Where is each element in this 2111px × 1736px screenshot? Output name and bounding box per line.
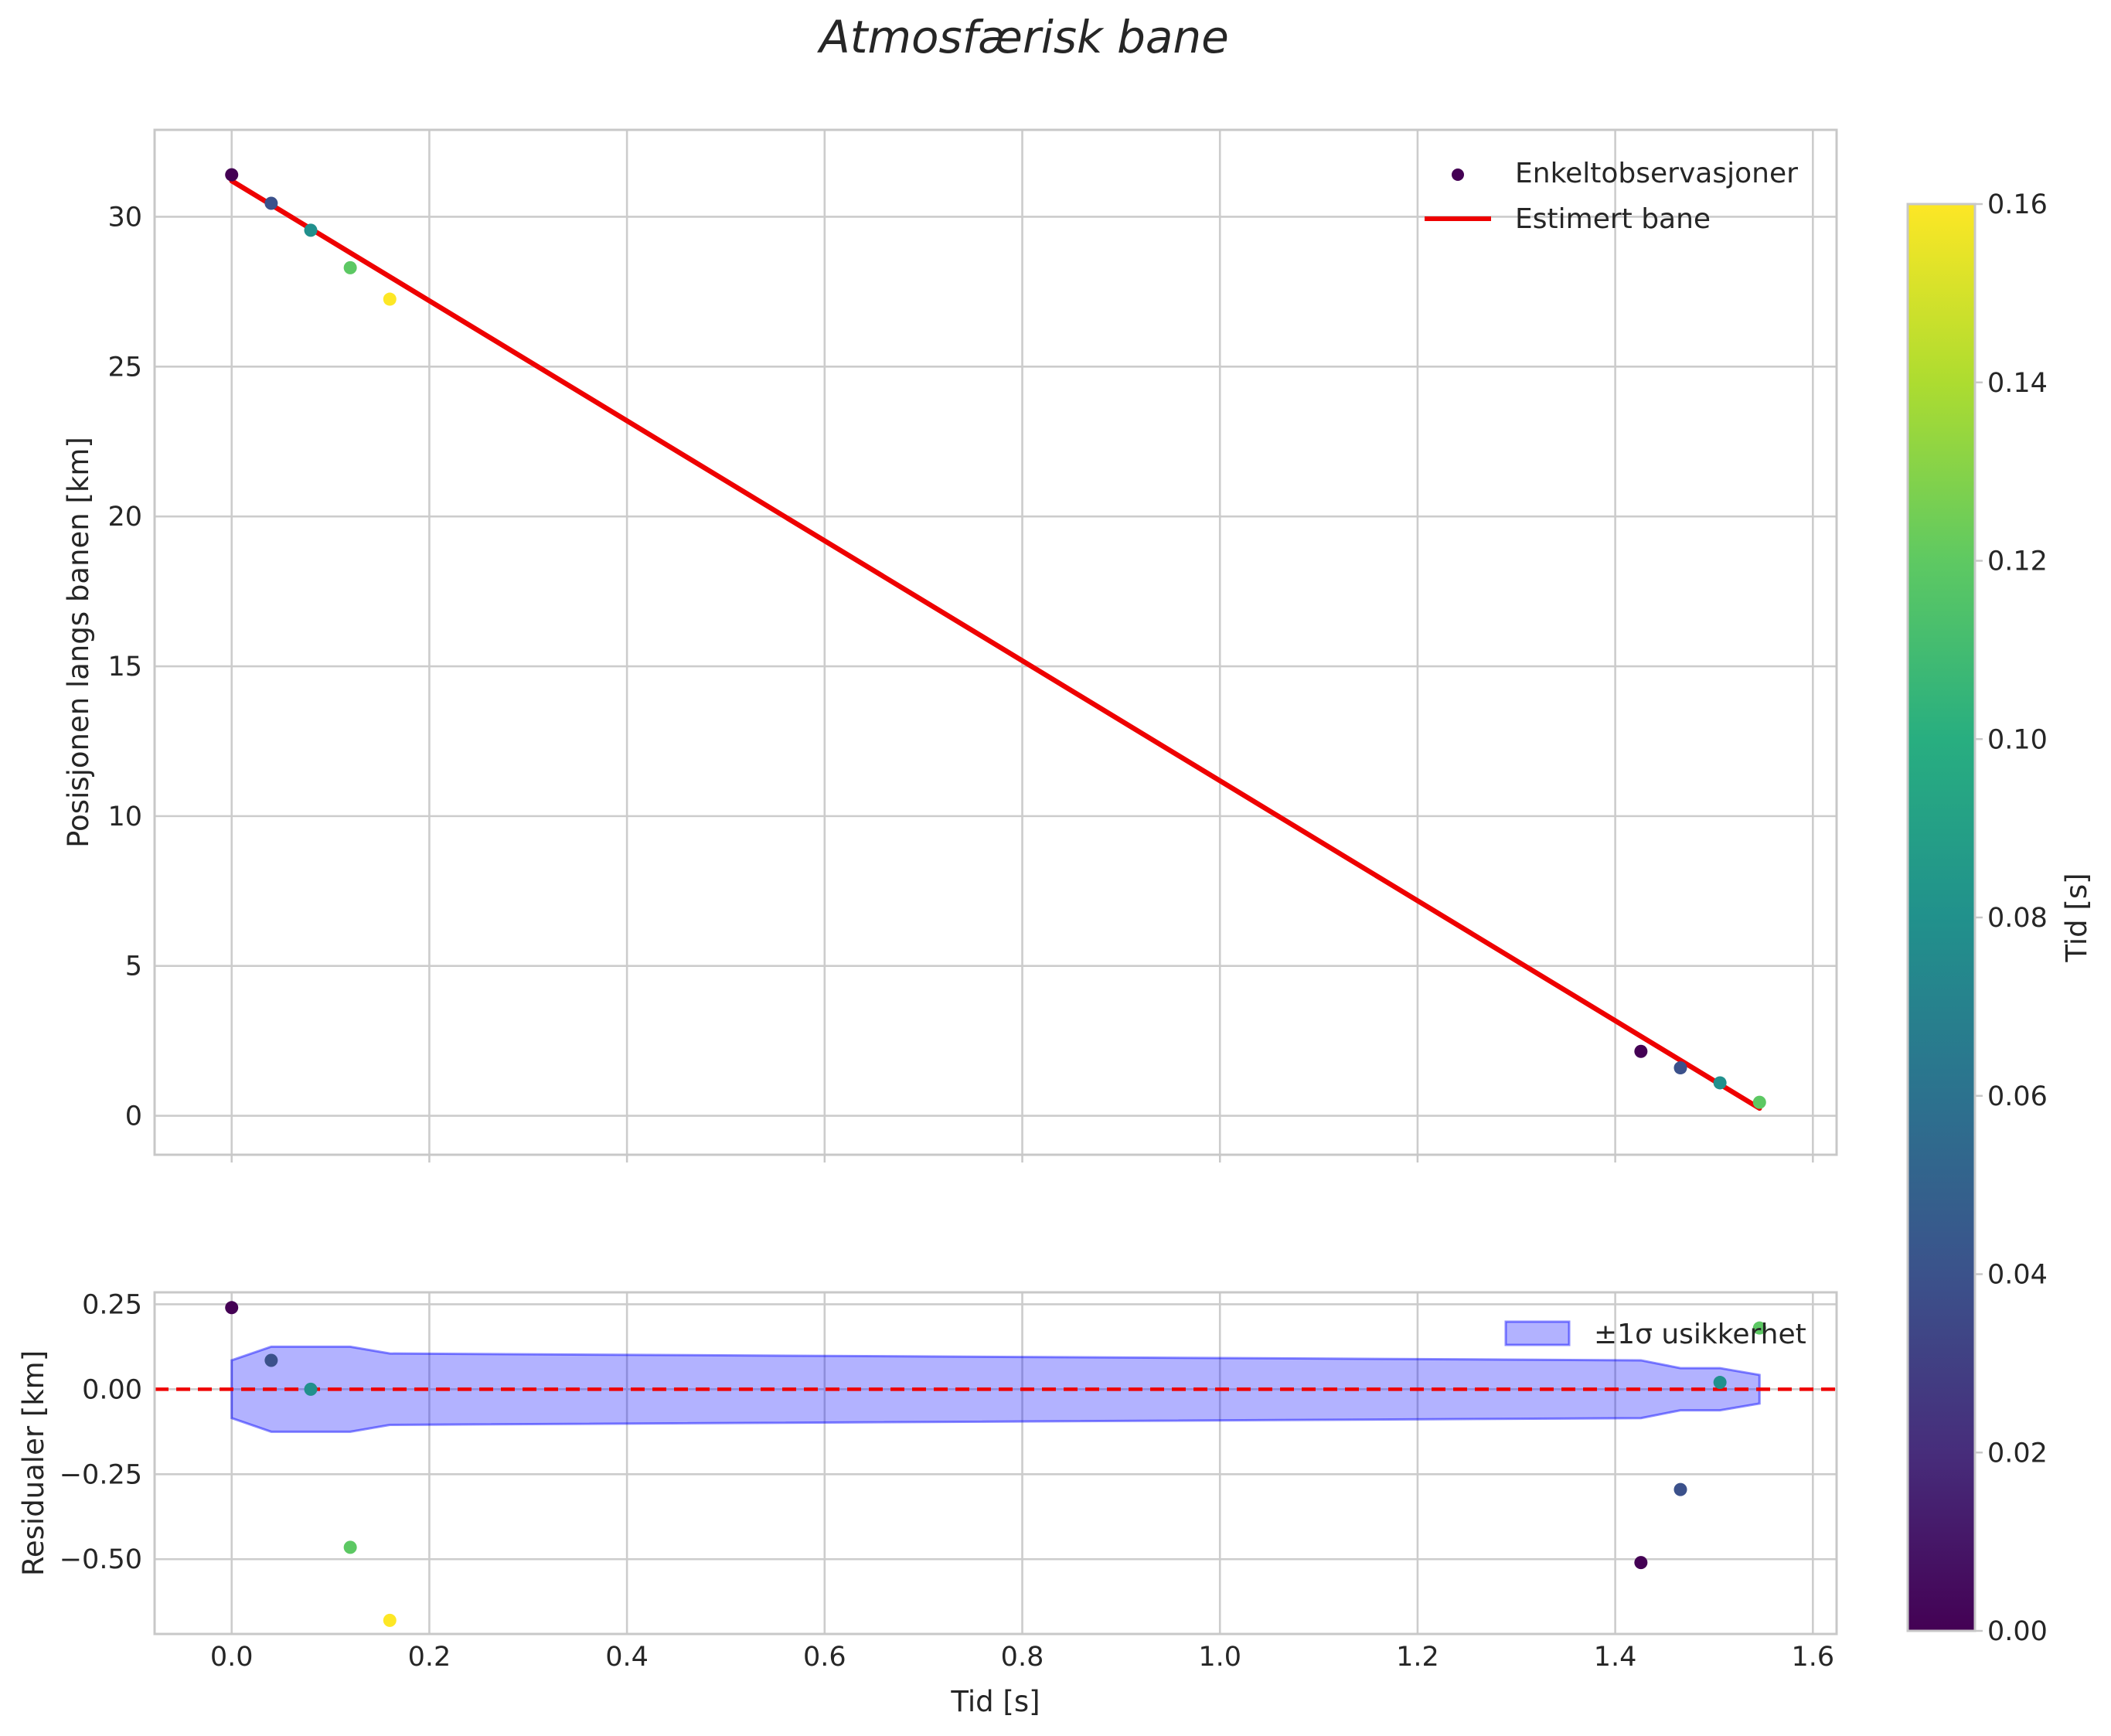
colorbar-tick-label: 0.16 [1987,189,2048,220]
legend-scatter-label: Enkeltobservasjoner [1515,158,1798,189]
residual-point-3 [343,1540,357,1554]
main-y-axis-label: Posisjonen langs banen [km] [62,437,95,848]
residual-x-ticks: 0.0 0.2 0.4 0.6 0.8 1.0 1.2 1.4 1.6 [210,1642,1834,1673]
res-xtick-label: 0.2 [408,1642,451,1673]
legend-band-marker [1504,1320,1571,1346]
res-ytick-label: 0.00 [82,1374,142,1405]
main-ytick-label: 30 [107,202,142,233]
res-xtick-label: 0.0 [210,1642,254,1673]
uncertainty-band-layer [230,1345,1761,1433]
observation-point-5 [1634,1044,1648,1058]
colorbar-label: Tid [s] [2060,873,2093,962]
observation-point-6 [1673,1061,1687,1075]
main-panel: 0 5 10 15 20 25 30 Posisjonen langs banen [km]… [62,128,1838,1162]
colorbar-ticks: 0.00 0.02 0.04 0.06 0.08 0.10 0.12 0.14 0.16 [1975,189,2048,1647]
colorbar-tick-label: 0.04 [1987,1260,2048,1291]
observation-point-7 [1713,1076,1727,1090]
main-ytick-label: 25 [107,352,142,383]
legend-band-label: ±1σ usikkerhet [1594,1319,1806,1350]
residual-axes-frame [153,1291,1838,1636]
res-xtick-label: 0.4 [605,1642,649,1673]
residual-point-0 [225,1301,239,1315]
main-points [225,168,1766,1109]
main-legend: Enkeltobservasjoner Estimert bane [1425,158,1798,235]
res-ytick-label: −0.25 [60,1459,142,1490]
colorbar-tick-label: 0.14 [1987,368,2048,399]
colorbar-tick-label: 0.10 [1987,724,2048,755]
observation-point-8 [1752,1095,1766,1109]
residual-y-ticks: 0.25 0.00 −0.25 −0.50 [60,1289,142,1575]
observation-point-4 [383,292,397,306]
colorbar: 0.00 0.02 0.04 0.06 0.08 0.10 0.12 0.14 0.16 Tid… [1906,189,2093,1647]
residual-point-4 [383,1613,397,1627]
main-grid [155,130,1837,1162]
residual-points [225,1301,1766,1627]
main-y-ticks: 0 5 10 15 20 25 30 [107,202,142,1132]
observation-point-0 [225,168,239,182]
res-xtick-label: 0.6 [803,1642,846,1673]
res-xtick-label: 1.2 [1396,1642,1439,1673]
residual-grid [155,1292,1837,1634]
observation-point-3 [343,260,357,274]
res-ytick-label: −0.50 [60,1544,142,1575]
res-xtick-label: 0.8 [1001,1642,1044,1673]
colorbar-tick-label: 0.12 [1987,546,2048,577]
observation-point-1 [264,196,278,210]
residual-point-7 [1713,1376,1727,1390]
res-ytick-label: 0.25 [82,1289,142,1320]
main-ytick-label: 15 [107,652,142,682]
residual-y-axis-label: Residualer [km] [17,1350,50,1576]
colorbar-tick-label: 0.02 [1987,1438,2048,1469]
colorbar-tick-label: 0.00 [1987,1616,2048,1647]
colorbar-tick-label: 0.06 [1987,1081,2048,1112]
main-ytick-label: 20 [107,502,142,533]
residual-point-2 [304,1382,318,1396]
main-fit-line-layer [229,178,1762,1111]
chart-title: Atmosfærisk bane [816,11,1229,63]
main-ytick-label: 5 [125,951,142,982]
colorbar-gradient [1906,203,1977,1632]
observation-point-2 [304,223,318,237]
res-xtick-label: 1.4 [1594,1642,1637,1673]
uncertainty-band [230,1345,1761,1433]
residual-point-6 [1673,1482,1687,1496]
colorbar-tick-label: 0.08 [1987,903,2048,934]
main-ytick-label: 0 [125,1101,142,1132]
residual-legend: ±1σ usikkerhet [1504,1319,1806,1350]
res-xtick-label: 1.0 [1198,1642,1241,1673]
main-ytick-label: 10 [107,802,142,832]
main-axes-frame [153,128,1838,1156]
res-xtick-label: 1.6 [1791,1642,1834,1673]
residual-point-5 [1634,1556,1648,1570]
legend-line-label: Estimert bane [1515,203,1711,235]
estimated-trajectory-line [229,178,1762,1111]
residual-panel: 0.25 0.00 −0.25 −0.50 0.0 0.2 0.4 0.6 0.8 1.0 1.2… [17,1289,1838,1718]
residual-point-8 [1752,1321,1766,1335]
legend-scatter-marker [1452,168,1464,181]
x-axis-label: Tid [s] [950,1685,1040,1718]
residual-point-1 [264,1353,278,1367]
